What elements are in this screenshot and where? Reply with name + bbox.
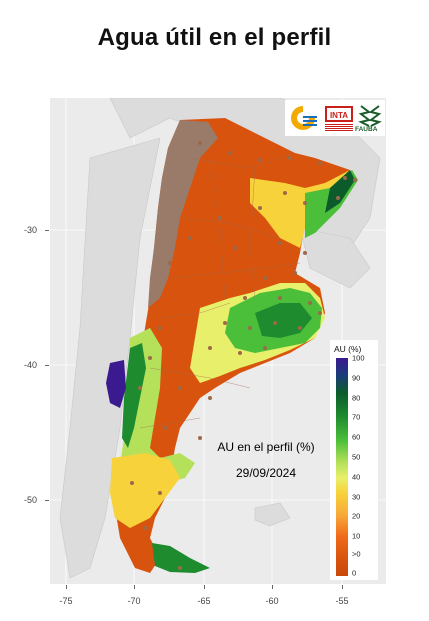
legend-label: 10 xyxy=(352,531,361,541)
very-wet-area xyxy=(106,360,126,408)
legend-label: 40 xyxy=(352,472,361,482)
map-canvas xyxy=(50,98,386,584)
map-panel xyxy=(50,98,386,584)
x-tick-mark xyxy=(66,585,67,589)
tierra-del-fuego-area xyxy=(152,543,210,573)
legend-label: 20 xyxy=(352,511,361,521)
fauba-logo-icon xyxy=(358,105,382,127)
legend-title: AU (%) xyxy=(334,344,362,354)
inta-stripe-icon xyxy=(325,124,353,132)
x-tick-label: -65 xyxy=(197,596,211,606)
x-tick-label: -75 xyxy=(59,596,73,606)
x-tick-mark xyxy=(342,585,343,589)
y-tick-mark xyxy=(45,365,49,366)
sun-logo-icon xyxy=(291,106,317,130)
y-tick-mark xyxy=(45,230,49,231)
station-markers xyxy=(130,141,357,570)
y-tick-mark xyxy=(45,500,49,501)
y-tick-label: -50 xyxy=(24,495,38,505)
map-annotation-title: AU en el perfil (%) xyxy=(217,440,315,454)
y-tick-label: -30 xyxy=(24,225,38,235)
fauba-logo-text: FAUBA xyxy=(355,126,378,133)
logos-box: INTA FAUBA xyxy=(285,100,385,136)
legend-label: 90 xyxy=(352,373,361,383)
x-tick-label: -60 xyxy=(265,596,279,606)
no-data-area xyxy=(148,120,218,308)
ne-dark-green-area xyxy=(325,170,355,213)
legend-label: 30 xyxy=(352,492,361,502)
inta-logo-icon: INTA xyxy=(325,106,353,122)
x-tick-mark xyxy=(134,585,135,589)
legend-label: 60 xyxy=(352,432,361,442)
x-tick-mark xyxy=(272,585,273,589)
map-annotation-date: 29/09/2024 xyxy=(235,466,297,480)
patagonia-west-green-area xyxy=(122,343,146,448)
pampas-dark-green-area xyxy=(255,303,312,338)
legend-label: 100 xyxy=(352,353,365,363)
legend-label: 50 xyxy=(352,452,361,462)
legend: AU (%) 100 90 80 70 60 50 40 30 20 10 >0… xyxy=(330,340,378,580)
legend-label: 80 xyxy=(352,393,361,403)
islands-land xyxy=(254,502,291,527)
uruguay-land xyxy=(299,227,371,289)
x-tick-mark xyxy=(204,585,205,589)
legend-color-bar xyxy=(336,358,348,576)
y-tick-label: -40 xyxy=(24,360,38,370)
page-title: Agua útil en el perfil xyxy=(97,24,332,51)
legend-label: 70 xyxy=(352,412,361,422)
legend-label: 0 xyxy=(352,568,357,578)
province-borders xyxy=(139,152,301,429)
patagonia-south-yellow-area xyxy=(110,453,180,528)
x-tick-label: -70 xyxy=(127,596,141,606)
legend-label: >0 xyxy=(352,549,361,559)
chile-land xyxy=(59,137,161,579)
x-tick-label: -55 xyxy=(335,596,349,606)
